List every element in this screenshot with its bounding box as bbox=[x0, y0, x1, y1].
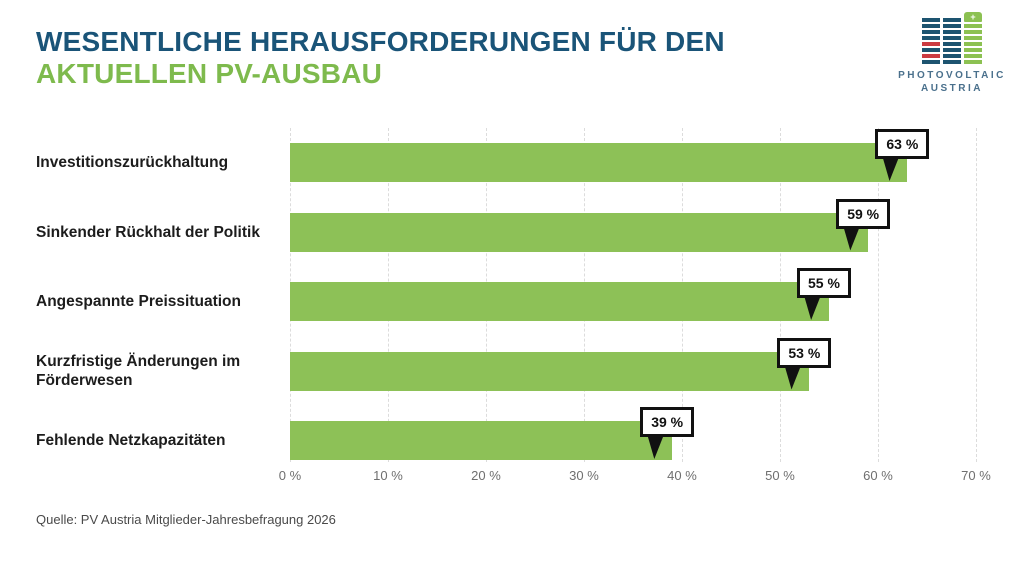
bar bbox=[290, 421, 673, 460]
logo-stripe bbox=[943, 60, 961, 64]
gridline bbox=[976, 128, 977, 462]
logo-stripe bbox=[943, 24, 961, 28]
logo-wordmark: PHOTOVOLTAIC AUSTRIA bbox=[898, 69, 1006, 95]
logo-panel-column bbox=[922, 18, 940, 64]
logo-wordmark-line1: PHOTOVOLTAIC bbox=[898, 70, 1006, 81]
bar bbox=[290, 212, 869, 252]
x-axis-tick-label: 50 % bbox=[765, 468, 795, 483]
logo-panel-column bbox=[943, 18, 961, 64]
logo-stripe bbox=[943, 36, 961, 40]
logo-stripe bbox=[964, 36, 982, 40]
value-callout: 59 % bbox=[836, 198, 891, 229]
logo-stripe bbox=[964, 60, 982, 64]
x-axis-tick-label: 10 % bbox=[373, 468, 403, 483]
logo-stripe bbox=[922, 48, 940, 52]
logo-stripe bbox=[943, 48, 961, 52]
value-callout: 55 % bbox=[797, 268, 851, 298]
value-callout: 39 % bbox=[640, 407, 695, 437]
logo-stripe bbox=[922, 24, 940, 28]
page-title-line2: AKTUELLEN PV-AUSBAU bbox=[36, 58, 383, 89]
category-label: Angespannte Preissituation bbox=[36, 293, 241, 310]
logo-stripe bbox=[943, 54, 961, 58]
gridline bbox=[878, 128, 879, 462]
battery-plus-icon: + bbox=[964, 12, 982, 22]
logo-stripe bbox=[922, 54, 940, 58]
bar bbox=[290, 282, 829, 321]
x-axis-tick-label: 30 % bbox=[569, 468, 599, 483]
logo-stripe bbox=[964, 42, 982, 46]
logo-stripe bbox=[964, 30, 982, 34]
bar bbox=[290, 143, 908, 182]
logo-stripe bbox=[943, 18, 961, 22]
logo-stripe bbox=[943, 42, 961, 46]
category-label: Kurzfristige Änderungen im Förderwesen bbox=[36, 353, 241, 389]
logo-stripe bbox=[922, 30, 940, 34]
logo-stripe bbox=[922, 18, 940, 22]
logo-stripe bbox=[922, 42, 940, 46]
x-axis-tick-label: 70 % bbox=[961, 468, 991, 483]
value-callout: 63 % bbox=[875, 129, 930, 159]
category-label: Investitionszurückhaltung bbox=[36, 154, 229, 171]
logo-panel-column: + bbox=[964, 12, 982, 64]
page-title: WESENTLICHE HERAUSFORDERUNGEN FÜR DEN AK… bbox=[36, 26, 725, 90]
source-note: Quelle: PV Austria Mitglieder-Jahresbefr… bbox=[36, 512, 336, 527]
photovoltaic-austria-logo: + PHOTOVOLTAIC AUSTRIA bbox=[898, 12, 1003, 95]
logo-stripe bbox=[964, 54, 982, 58]
x-axis-tick-label: 20 % bbox=[471, 468, 501, 483]
logo-stripe bbox=[964, 48, 982, 52]
x-axis-tick-label: 40 % bbox=[667, 468, 697, 483]
logo-stripe bbox=[922, 36, 940, 40]
value-callout: 53 % bbox=[777, 337, 832, 368]
bar bbox=[290, 351, 810, 391]
horizontal-bar-chart: Investitionszurückhaltung 63 % Sinkender R… bbox=[36, 128, 1000, 490]
logo-wordmark-line2: AUSTRIA bbox=[921, 83, 983, 94]
page-title-line1: WESENTLICHE HERAUSFORDERUNGEN FÜR DEN bbox=[36, 26, 725, 57]
category-label: Sinkender Rückhalt der Politik bbox=[36, 223, 260, 241]
logo-stripe bbox=[943, 30, 961, 34]
logo-stripe bbox=[964, 24, 982, 28]
x-axis-tick-label: 60 % bbox=[863, 468, 893, 483]
logo-stripe bbox=[922, 60, 940, 64]
x-axis-tick-label: 0 % bbox=[278, 468, 302, 483]
solar-panel-battery-icon: + bbox=[922, 12, 982, 64]
category-label: Fehlende Netzkapazitäten bbox=[36, 432, 226, 449]
